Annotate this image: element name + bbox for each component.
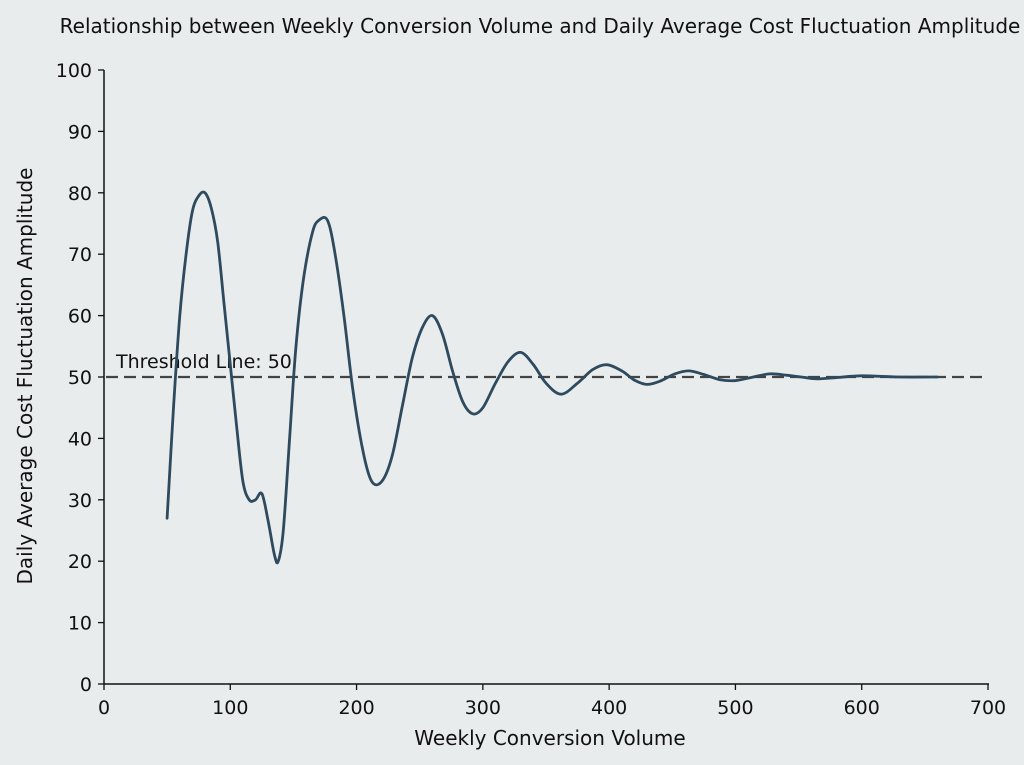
- y-tick-label: 70: [68, 244, 92, 266]
- y-tick-label: 80: [68, 183, 92, 205]
- series-line: [165, 190, 939, 565]
- x-axis-title: Weekly Conversion Volume: [414, 726, 685, 750]
- y-tick-label: 20: [68, 551, 92, 573]
- x-tick-label: 700: [970, 697, 1006, 719]
- x-tick-label: 0: [98, 697, 110, 719]
- axes: 0 100 200 300 400 500 600 700 0 10 20 30 40 50 60 70 80 9…: [56, 60, 1006, 719]
- y-tick-label: 30: [68, 490, 92, 512]
- threshold-label: Threshold Line: 50: [115, 351, 292, 373]
- x-tick-label: 300: [465, 697, 501, 719]
- x-tick-label: 600: [844, 697, 880, 719]
- y-tick-label: 50: [68, 367, 92, 389]
- y-tick-label: 10: [68, 613, 92, 635]
- x-tick-label: 500: [717, 697, 753, 719]
- x-tick-label: 200: [338, 697, 374, 719]
- y-tick-label: 90: [68, 121, 92, 143]
- y-axis-title: Daily Average Cost Fluctuation Amplitude: [13, 168, 37, 585]
- y-tick-label: 60: [68, 306, 92, 328]
- y-tick-label: 0: [80, 674, 92, 696]
- x-tick-label: 100: [212, 697, 248, 719]
- threshold-layer: Threshold Line: 50: [106, 351, 986, 379]
- y-tick-label: 40: [68, 428, 92, 450]
- y-tick-label: 100: [56, 60, 92, 82]
- series-layer: [165, 190, 939, 565]
- chart-title: Relationship between Weekly Conversion V…: [60, 14, 1021, 38]
- x-tick-label: 400: [591, 697, 627, 719]
